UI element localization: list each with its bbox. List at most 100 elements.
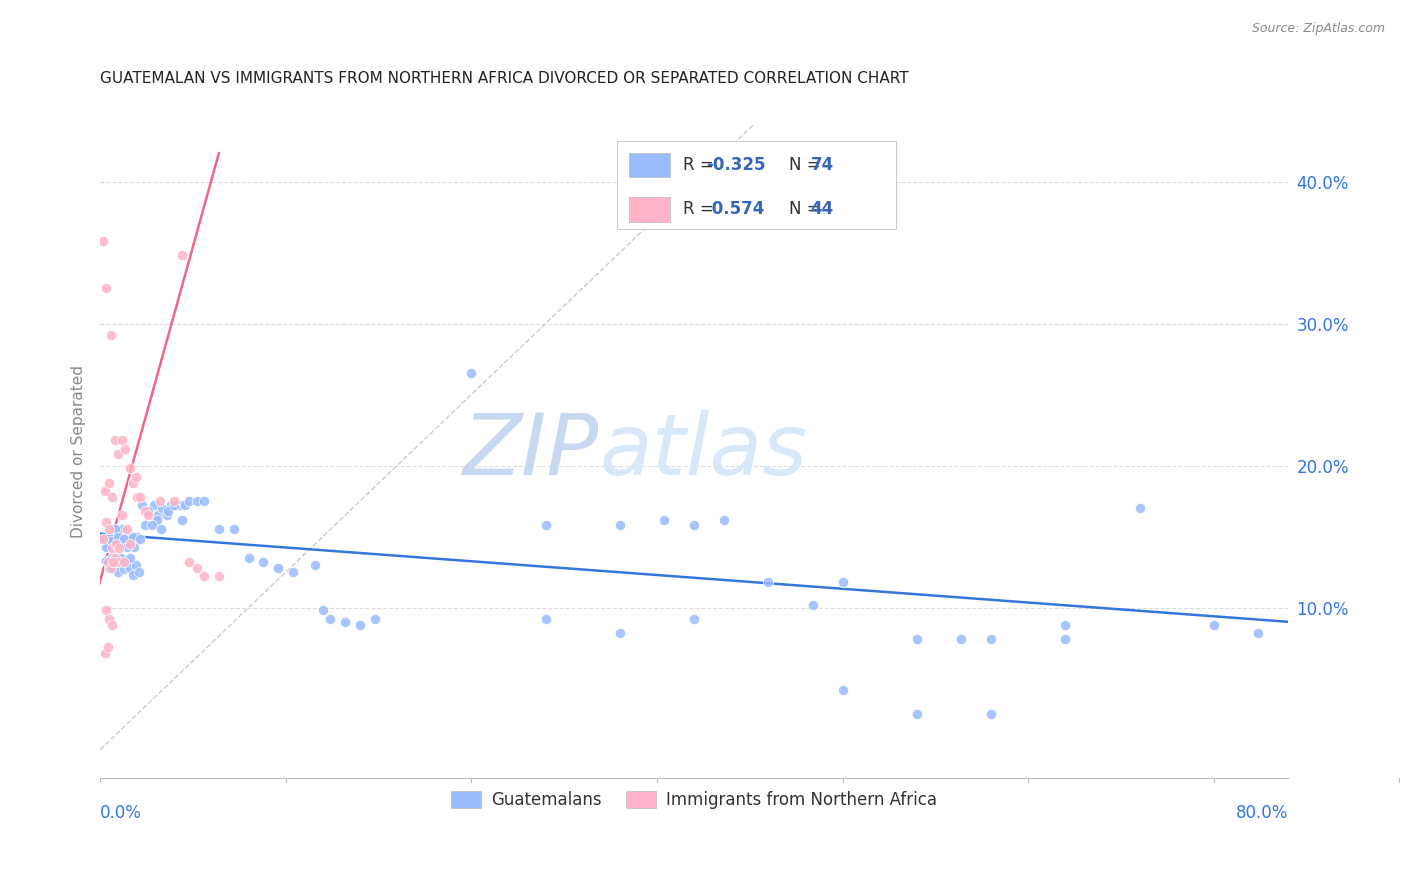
Point (142, 499, 165, 513)
Point (108, 533, 131, 547)
Point (145, 512, 167, 526)
Point (125, 470, 148, 484)
Point (94, 516, 117, 530)
Point (100, 327, 122, 342)
FancyBboxPatch shape (628, 197, 671, 221)
Point (93, 484, 115, 499)
Point (118, 550, 141, 565)
Point (103, 555, 125, 569)
Point (534, 612, 557, 626)
Text: R =: R = (683, 156, 720, 174)
Point (304, 558, 326, 572)
Text: N =: N = (789, 200, 825, 219)
Point (115, 523, 138, 537)
Point (905, 707, 928, 722)
Point (100, 561, 122, 575)
FancyBboxPatch shape (628, 153, 671, 178)
Point (94, 281, 117, 295)
Point (91, 234, 114, 248)
Point (222, 523, 245, 537)
Point (96, 555, 118, 569)
Point (801, 598, 824, 612)
Point (105, 526, 128, 541)
Point (108, 541, 131, 555)
Legend: Guatemalans, Immigrants from Northern Africa: Guatemalans, Immigrants from Northern Af… (444, 784, 943, 815)
Point (128, 565, 150, 579)
Point (165, 499, 187, 513)
Point (138, 504, 160, 518)
Point (112, 533, 135, 547)
Point (98, 561, 121, 575)
Point (654, 512, 676, 526)
Point (100, 530, 122, 544)
Point (91, 533, 114, 547)
Point (98, 612, 121, 626)
Point (127, 530, 149, 544)
Point (98, 475, 121, 490)
Text: 0.574: 0.574 (706, 200, 765, 219)
Point (107, 530, 129, 544)
Point (111, 508, 134, 523)
Point (193, 569, 215, 583)
Point (134, 518, 156, 533)
Point (101, 490, 124, 504)
Point (163, 494, 186, 508)
Point (208, 569, 231, 583)
Point (186, 494, 208, 508)
Point (104, 433, 127, 447)
Point (136, 504, 159, 518)
Point (160, 499, 183, 513)
Point (105, 537, 128, 551)
Point (111, 433, 134, 447)
Point (107, 447, 129, 461)
Point (683, 518, 706, 533)
Text: GUATEMALAN VS IMMIGRANTS FROM NORTHERN AFRICA DIVORCED OR SEPARATED CORRELATION : GUATEMALAN VS IMMIGRANTS FROM NORTHERN A… (100, 70, 908, 86)
Text: 80.0%: 80.0% (1236, 804, 1288, 822)
Point (107, 565, 129, 579)
Point (1128, 501, 1150, 516)
Point (312, 603, 335, 617)
Point (238, 550, 260, 565)
Text: Source: ZipAtlas.com: Source: ZipAtlas.com (1251, 22, 1385, 36)
Point (103, 533, 125, 548)
Point (173, 499, 195, 513)
Point (170, 248, 193, 262)
Point (93, 646, 115, 660)
Point (104, 558, 127, 572)
Point (609, 518, 631, 533)
Point (683, 612, 706, 626)
Text: R =: R = (683, 200, 720, 219)
Text: ZIP: ZIP (463, 409, 599, 493)
Point (96, 640, 118, 655)
Text: -0.325: -0.325 (706, 156, 765, 174)
Point (134, 504, 156, 518)
Point (179, 494, 201, 508)
Point (115, 540, 138, 554)
Point (179, 555, 201, 569)
Point (364, 612, 387, 626)
Point (118, 561, 141, 575)
Point (148, 494, 170, 508)
Point (319, 612, 342, 626)
Point (118, 461, 141, 475)
Point (609, 626, 631, 640)
Point (121, 568, 143, 582)
Point (267, 561, 290, 575)
Point (136, 508, 159, 523)
Point (131, 499, 153, 513)
Point (831, 682, 853, 697)
Point (107, 555, 129, 569)
Point (112, 562, 135, 576)
Point (141, 518, 163, 533)
Point (157, 504, 180, 518)
Point (169, 499, 191, 513)
Point (152, 501, 174, 516)
Text: 74: 74 (810, 156, 834, 174)
Point (193, 494, 215, 508)
Point (125, 558, 148, 572)
Point (156, 508, 179, 523)
Text: 44: 44 (810, 200, 834, 219)
Point (110, 555, 132, 569)
Point (208, 523, 231, 537)
Point (163, 499, 186, 513)
